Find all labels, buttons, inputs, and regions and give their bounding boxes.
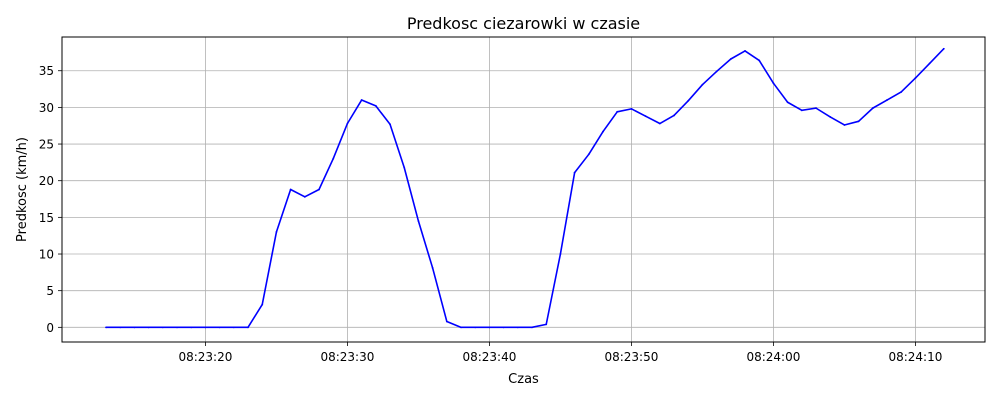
speed-data-point (687, 99, 690, 102)
speed-data-point (374, 105, 377, 107)
speed-data-point (928, 62, 931, 65)
speed-data-point (346, 122, 349, 125)
y-tick-label: 20 (39, 174, 54, 188)
y-tick-label: 35 (39, 64, 54, 78)
speed-data-point (815, 107, 817, 110)
y-tick-label: 0 (46, 321, 54, 335)
speed-data-point (914, 77, 917, 79)
speed-data-point (871, 107, 874, 110)
speed-data-point (431, 267, 434, 269)
grid-lines (62, 37, 985, 342)
speed-data-point (942, 47, 945, 50)
speed-data-point (616, 110, 619, 113)
series-layer (105, 47, 945, 329)
speed-data-point (573, 171, 576, 174)
speed-data-point (417, 220, 420, 222)
speed-data-point (303, 195, 306, 198)
speed-data-point (460, 326, 462, 329)
y-tick-label: 5 (46, 284, 54, 298)
speed-data-point (161, 326, 164, 329)
axis-ticks: 08:23:20 08:23:30 08:23:40 08:23:50 08:24:00… (39, 64, 943, 364)
y-tick-label: 30 (39, 101, 54, 115)
speed-data-point (701, 83, 704, 86)
speed-data-point (545, 323, 548, 326)
speed-data-point (857, 120, 860, 123)
speed-data-point (658, 122, 661, 125)
speed-data-point (176, 326, 178, 329)
speed-data-point (772, 82, 775, 85)
speed-data-point (829, 116, 832, 118)
speed-data-point (190, 326, 193, 329)
speed-data-point (886, 99, 888, 101)
speed-data-point (289, 188, 292, 191)
speed-data-point (644, 115, 647, 118)
x-tick-label: 08:23:50 (604, 350, 658, 364)
speed-data-point (474, 326, 477, 329)
speed-data-point (786, 101, 789, 104)
speed-data-point (602, 130, 604, 133)
y-tick-label: 25 (39, 138, 54, 152)
speed-data-point (758, 59, 761, 62)
speed-data-point (105, 326, 107, 329)
speed-data-point (488, 326, 491, 329)
speed-data-point (261, 303, 264, 306)
speed-data-point (403, 166, 406, 169)
speed-series-line (106, 48, 945, 329)
y-tick-label: 15 (39, 211, 54, 225)
speed-data-point (531, 326, 533, 329)
speed-data-point (800, 109, 803, 112)
speed-data-point (218, 326, 221, 329)
speed-data-point (900, 91, 903, 93)
speed-data-point (729, 58, 732, 60)
speed-data-point (502, 326, 505, 329)
x-tick-label: 08:23:20 (178, 350, 232, 364)
speed-data-point (360, 99, 363, 101)
speed-data-point (247, 326, 249, 329)
y-axis-label: Predkosc (km/h) (15, 137, 30, 242)
speed-data-point (332, 157, 335, 160)
speed-data-point (232, 326, 235, 329)
speed-data-point (275, 231, 278, 233)
speed-data-point (559, 253, 562, 255)
speed-data-point (204, 326, 207, 329)
speed-data-point (119, 326, 122, 329)
speed-data-point (744, 50, 746, 52)
speed-data-point (133, 326, 136, 329)
x-tick-label: 08:24:00 (746, 350, 800, 364)
speed-data-point (843, 124, 846, 126)
x-tick-label: 08:24:10 (888, 350, 942, 364)
speed-data-point (587, 153, 590, 156)
speed-data-point (630, 107, 633, 110)
speed-data-point (673, 114, 675, 117)
speed-data-point (445, 320, 448, 323)
x-tick-label: 08:23:40 (462, 350, 516, 364)
speed-data-point (516, 326, 519, 329)
speed-data-point (389, 123, 391, 126)
y-tick-label: 10 (39, 248, 54, 262)
speed-data-point (715, 70, 718, 73)
x-tick-label: 08:23:30 (320, 350, 374, 364)
speed-data-point (318, 188, 320, 191)
speed-data-point (147, 326, 150, 329)
x-axis-label: Czas (508, 372, 539, 387)
plot-area-frame (61, 36, 986, 343)
chart-title: Predkosc ciezarowki w czasie (407, 14, 640, 33)
